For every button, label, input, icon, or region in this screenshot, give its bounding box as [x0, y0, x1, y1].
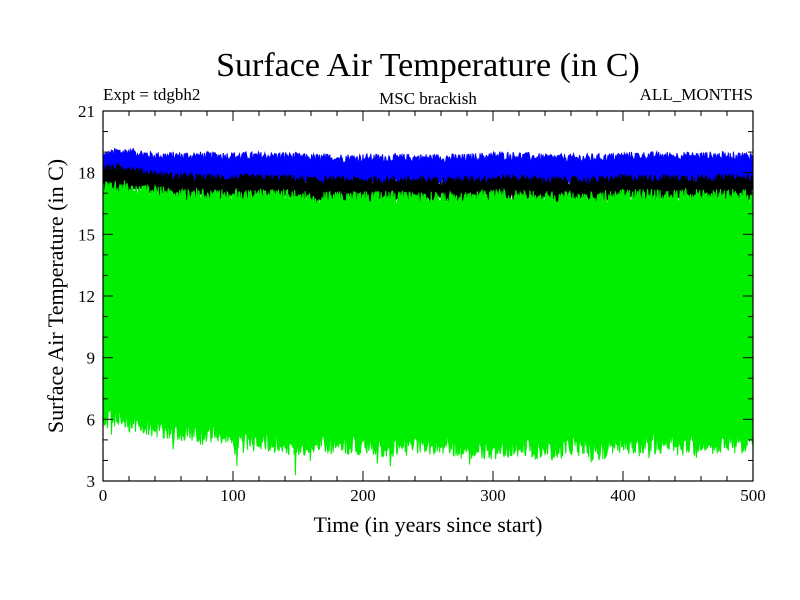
x-tick-label: 400	[610, 486, 636, 505]
series-area-2	[102, 180, 754, 476]
x-axis-label: Time (in years since start)	[314, 512, 543, 537]
y-tick-label: 18	[78, 164, 95, 183]
chart-subtitle-right: ALL_MONTHS	[640, 85, 753, 104]
x-tick-label: 300	[480, 486, 506, 505]
x-tick-label: 0	[99, 486, 108, 505]
y-tick-label: 12	[78, 287, 95, 306]
y-tick-label: 21	[78, 102, 95, 121]
series-band-2	[102, 180, 754, 476]
x-tick-label: 100	[220, 486, 246, 505]
chart-subtitle-left: Expt = tdgbh2	[103, 85, 200, 104]
x-tick-label: 500	[740, 486, 766, 505]
y-tick-label: 9	[87, 349, 96, 368]
x-axis: 0 100 200 300 400 500	[99, 111, 766, 505]
y-tick-label: 3	[87, 472, 96, 491]
chart-subtitle-center: MSC brackish	[379, 89, 477, 108]
x-tick-label: 200	[350, 486, 376, 505]
y-tick-label: 15	[78, 225, 95, 244]
y-axis: 3 6 9 12 15 18 21	[78, 102, 753, 491]
series-layer	[102, 147, 754, 476]
y-axis-label: Surface Air Temperature (in C)	[43, 159, 68, 433]
chart-title: Surface Air Temperature (in C)	[216, 47, 640, 84]
y-tick-label: 6	[87, 410, 96, 429]
